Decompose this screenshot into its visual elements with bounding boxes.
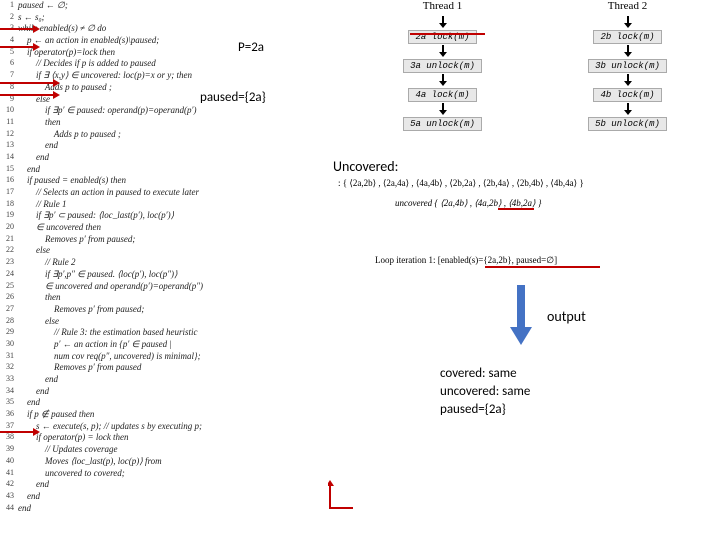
code-line: 39 // Updates coverage — [0, 444, 335, 456]
output-arrow — [510, 285, 532, 345]
code-line: 41 uncovered to covered; — [0, 468, 335, 480]
code-line: 22 else — [0, 245, 335, 257]
thread-row: 3a unlock(m) 3b unlock(m) — [350, 55, 720, 73]
code-line: 43 end — [0, 491, 335, 503]
code-line: 17 // Selects an action in paused to exe… — [0, 187, 335, 199]
code-line: 44end — [0, 503, 335, 515]
thread-box: 2b lock(m) — [593, 30, 661, 44]
code-line: 33 end — [0, 374, 335, 386]
thread-box: 5a unlock(m) — [403, 117, 482, 131]
output-body: covered: same uncovered: same paused={2a… — [440, 365, 530, 420]
code-line: 18 // Rule 1 — [0, 199, 335, 211]
code-line: 31 num cov req(p″, uncovered) is minimal… — [0, 351, 335, 363]
uncovered-set-1: : { ⟨2a,2b⟩ , ⟨2a,4a⟩ , ⟨4a,4b⟩ , ⟨2b,2a… — [338, 178, 584, 189]
red-underline-loop — [485, 266, 600, 268]
annot-p: P=2a — [238, 40, 264, 55]
thread2-header: Thread 2 — [535, 0, 720, 12]
loop-iteration-text: Loop iteration 1: [enabled(s)={2a,2b}, p… — [375, 255, 557, 266]
red-arrow-line4 — [0, 40, 40, 54]
code-line: 19 if ∃p′ ⊂ paused: ⟨loc_last(p′), loc(p… — [0, 210, 335, 222]
code-line: 34 end — [0, 386, 335, 398]
code-line: 14 end — [0, 152, 335, 164]
red-underline-thread — [410, 33, 485, 35]
code-line: 23 // Rule 2 — [0, 257, 335, 269]
code-line: 13 end — [0, 140, 335, 152]
code-line: 25 ∈ uncovered and operand(p′)=operand(p… — [0, 281, 335, 293]
code-line: 29 // Rule 3: the estimation based heuri… — [0, 327, 335, 339]
code-line: 16 if paused = enabled(s) then — [0, 175, 335, 187]
output-paused: paused={2a} — [440, 401, 530, 419]
thread-row: 4a lock(m) 4b lock(m) — [350, 84, 720, 102]
thread-row: 5a unlock(m) 5b unlock(m) — [350, 113, 720, 131]
code-line: 32 Removes p′ from paused — [0, 362, 335, 374]
code-line: 10 if ∃p′ ∈ paused: operand(p)=operand(p… — [0, 105, 335, 117]
red-return-arrow — [328, 480, 358, 510]
output-label: output — [547, 308, 586, 325]
code-line: 38 if operator(p) = lock then — [0, 432, 335, 444]
red-underline-uncov-1 — [498, 208, 534, 210]
annot-paused: paused={2a} — [200, 90, 266, 105]
red-arrow-line3 — [0, 22, 40, 36]
code-line: 37 s ← execute(s, p); // updates s by ex… — [0, 421, 335, 433]
thread-headers: Thread 1 Thread 2 — [350, 0, 720, 12]
code-line: 21 Removes p′ from paused; — [0, 234, 335, 246]
thread-box: 5b unlock(m) — [588, 117, 667, 131]
code-line: 4 p ← an action in enabled(s)\paused; — [0, 35, 335, 47]
red-arrow-line31 — [0, 425, 40, 439]
thread-row: 2a lock(m)2b lock(m) — [350, 26, 720, 44]
code-line: 24 if ∃p′,p″ ∈ paused. ⟨loc(p′), loc(p″)… — [0, 269, 335, 281]
uncovered-label: Uncovered: — [333, 158, 398, 175]
threads-diagram: Thread 1 Thread 2 2a lock(m)2b lock(m) 3a… — [350, 0, 720, 132]
code-line: 28 else — [0, 316, 335, 328]
thread-box: 3a unlock(m) — [403, 59, 482, 73]
code-line: 2s ← s₀; — [0, 12, 335, 24]
code-line: 1paused ← ∅; — [0, 0, 335, 12]
code-line: 3while enabled(s) ≠ ∅ do — [0, 23, 335, 35]
thread1-header: Thread 1 — [350, 0, 535, 12]
red-arrow-line8 — [0, 88, 60, 102]
code-line: 26 then — [0, 292, 335, 304]
code-line: 30 p′ ← an action in {p′ ∈ paused | — [0, 339, 335, 351]
thread-box: 3b unlock(m) — [588, 59, 667, 73]
code-line: 5 if operator(p)=lock then — [0, 47, 335, 59]
code-line: 15 end — [0, 164, 335, 176]
code-line: 27 Removes p′ from paused; — [0, 304, 335, 316]
code-line: 40 Moves ⟨loc_last(p), loc(p)⟩ from — [0, 456, 335, 468]
output-covered: covered: same — [440, 365, 530, 383]
output-uncovered: uncovered: same — [440, 383, 530, 401]
code-line: 42 end — [0, 479, 335, 491]
code-line: 11 then — [0, 117, 335, 129]
code-line: 6 // Decides if p is added to paused — [0, 58, 335, 70]
code-line: 20 ∈ uncovered then — [0, 222, 335, 234]
code-line: 35 end — [0, 397, 335, 409]
thread-box: 4a lock(m) — [408, 88, 476, 102]
code-line: 36 if p ∉ paused then — [0, 409, 335, 421]
code-line: 12 Adds p to paused ; — [0, 129, 335, 141]
thread-box: 4b lock(m) — [593, 88, 661, 102]
